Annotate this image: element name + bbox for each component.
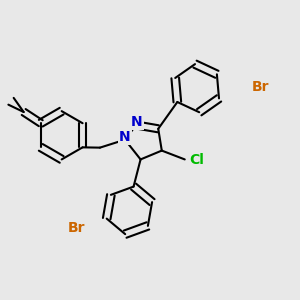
Text: Cl: Cl <box>190 153 205 167</box>
Text: Br: Br <box>68 221 85 235</box>
Text: Br: Br <box>252 80 269 94</box>
Text: N: N <box>131 115 142 129</box>
Text: N: N <box>119 130 131 144</box>
